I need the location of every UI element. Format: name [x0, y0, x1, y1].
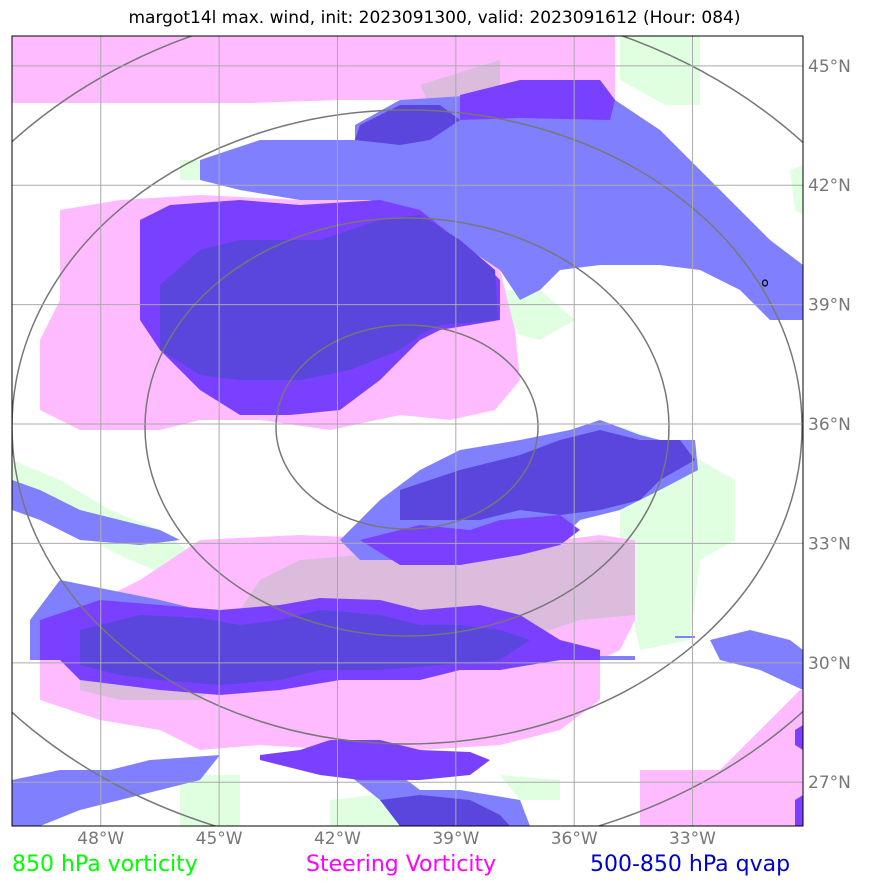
- range-ring: [12, 109, 803, 745]
- storm-marker: [761, 279, 769, 287]
- qvap-region: [200, 80, 803, 320]
- lat-tick-label: 36°N: [808, 415, 851, 435]
- lat-tick-label: 27°N: [808, 773, 851, 793]
- vorticity-850-region: [790, 165, 803, 215]
- qvap-overlap-region: [380, 795, 510, 826]
- lon-tick-label: 39°W: [432, 829, 479, 849]
- qvap-region: [12, 480, 180, 545]
- vorticity-850-region: [620, 36, 700, 105]
- lon-tick-label: 36°W: [551, 829, 598, 849]
- qvap-overlap-region: [160, 215, 498, 380]
- legend-qvap: 500-850 hPa qvap: [590, 852, 791, 877]
- qvap-dark-region: [360, 515, 580, 565]
- range-ring: [144, 217, 670, 637]
- qvap-dark-region: [795, 725, 803, 750]
- lat-tick-label: 45°N: [808, 57, 851, 77]
- qvap-dark-region: [460, 80, 615, 120]
- chart-title: margot14l max. wind, init: 2023091300, v…: [128, 8, 741, 28]
- lon-tick-label: 42°W: [314, 829, 361, 849]
- plot-frame: [11, 35, 804, 827]
- qvap-region: [710, 630, 803, 690]
- range-rings: [12, 36, 803, 826]
- vorticity-850-region: [180, 775, 240, 826]
- qvap-region: [675, 636, 695, 638]
- vorticity-850-region: [500, 290, 575, 340]
- qvap-dark-region: [260, 740, 490, 780]
- lon-tick-label: 33°W: [669, 829, 716, 849]
- legend-steering-vorticity: Steering Vorticity: [306, 852, 497, 877]
- tick-labels: 48°W 45°W 42°W 39°W 36°W 33°W 27°N 30°N 33°N 36°N…: [77, 57, 851, 849]
- lat-tick-label: 33°N: [808, 534, 851, 554]
- vorticity-850-region: [500, 775, 560, 800]
- range-ring: [275, 324, 539, 530]
- vorticity-850-region: [180, 160, 200, 180]
- lat-tick-label: 30°N: [808, 654, 851, 674]
- qvap-overlap-region: [80, 610, 530, 685]
- qvap-region: [600, 656, 635, 660]
- qvap-overlap-region: [355, 105, 460, 145]
- steering-vorticity-region: [640, 690, 803, 826]
- qvap-overlap-layer: [80, 105, 695, 826]
- lat-tick-label: 42°N: [808, 176, 851, 196]
- qvap-dark-region: [795, 795, 803, 826]
- legend-850-hpa-vorticity: 850 hPa vorticity: [12, 852, 198, 877]
- qvap-overlap-region: [400, 430, 695, 520]
- grid-lines: [12, 36, 803, 826]
- lon-tick-label: 48°W: [77, 829, 124, 849]
- lon-tick-label: 45°W: [196, 829, 243, 849]
- lat-tick-label: 39°N: [808, 296, 851, 316]
- qvap-region: [12, 755, 220, 826]
